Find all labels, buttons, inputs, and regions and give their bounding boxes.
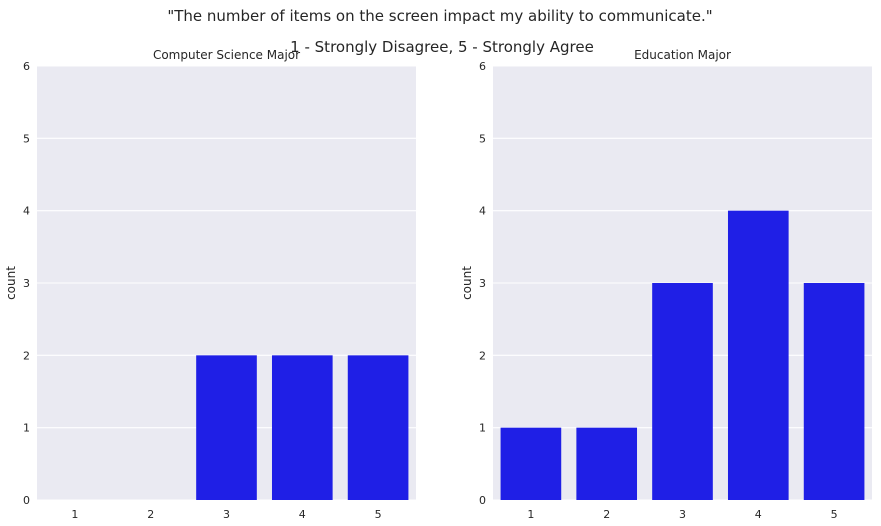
x-tick-labels-computer-science: 1 2 3 4 5: [71, 508, 381, 521]
y-tick-label: 5: [479, 132, 486, 145]
bar-education-4: [727, 210, 789, 500]
y-tick-labels-computer-science: 0 1 2 3 4 5 6: [23, 60, 30, 507]
y-axis-label-education: count: [460, 266, 474, 300]
x-tick-label: 4: [299, 508, 306, 521]
bar-education-1: [500, 427, 562, 500]
y-tick-label: 6: [23, 60, 30, 73]
y-tick-label: 6: [479, 60, 486, 73]
bar-education-3: [652, 283, 713, 500]
x-tick-label: 3: [679, 508, 686, 521]
y-tick-labels-education: 0 1 2 3 4 5 6: [479, 60, 486, 507]
y-axis-label-computer-science: count: [4, 266, 18, 300]
y-tick-label: 3: [479, 277, 486, 290]
bar-education-2: [576, 427, 638, 500]
figure-suptitle: "The number of items on the screen impac…: [167, 7, 712, 25]
x-tick-label: 2: [603, 508, 610, 521]
x-tick-label: 4: [755, 508, 762, 521]
bars-computer-science: [196, 355, 409, 500]
bar-computer-science-3: [196, 355, 257, 500]
y-tick-label: 0: [479, 494, 486, 507]
y-tick-label: 0: [23, 494, 30, 507]
bar-computer-science-5: [347, 355, 409, 500]
axes-title-education: Education Major: [634, 48, 731, 62]
x-tick-label: 3: [223, 508, 230, 521]
y-tick-label: 2: [23, 349, 30, 362]
y-tick-label: 1: [23, 422, 30, 435]
y-tick-label: 4: [23, 205, 30, 218]
y-tick-label: 5: [23, 132, 30, 145]
axes-title-computer-science: Computer Science Major: [153, 48, 300, 62]
y-tick-label: 4: [479, 205, 486, 218]
y-tick-label: 3: [23, 277, 30, 290]
bars-education: [500, 210, 865, 500]
bar-computer-science-4: [271, 355, 333, 500]
x-tick-label: 5: [375, 508, 382, 521]
x-tick-labels-education: 1 2 3 4 5: [527, 508, 837, 521]
x-tick-label: 2: [147, 508, 154, 521]
bar-education-5: [803, 283, 865, 500]
axes-computer-science: 0 1 2 3 4 5 6 1 2 3 4 5 Computer Science Major cou…: [4, 48, 416, 521]
x-tick-label: 5: [831, 508, 838, 521]
y-tick-label: 2: [479, 349, 486, 362]
y-tick-label: 1: [479, 422, 486, 435]
figure-subtitle: 1 - Strongly Disagree, 5 - Strongly Agre…: [290, 38, 594, 56]
axes-education: 0 1 2 3 4 5 6 1 2 3 4 5 Education Major count: [460, 48, 872, 521]
x-tick-label: 1: [527, 508, 534, 521]
x-tick-label: 1: [71, 508, 78, 521]
